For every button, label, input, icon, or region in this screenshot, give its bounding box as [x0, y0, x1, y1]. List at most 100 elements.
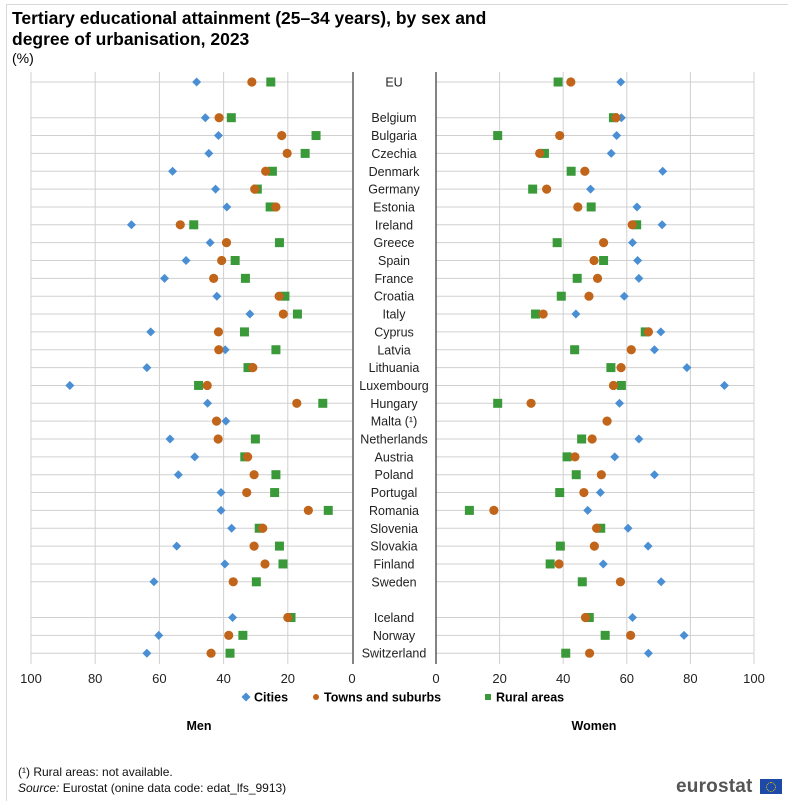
point-rural-men	[270, 488, 280, 498]
point-towns-men	[209, 273, 219, 283]
point-towns-women	[535, 148, 545, 158]
point-cities-men	[220, 559, 230, 569]
point-rural-women	[555, 488, 565, 498]
category-label: Sweden	[371, 575, 416, 589]
category-label: France	[375, 272, 414, 286]
tick-label-women: 0	[432, 671, 439, 686]
point-towns-women	[616, 363, 626, 373]
tick-label-women: 80	[683, 671, 697, 686]
point-rural-women	[570, 345, 580, 355]
chart-title: Tertiary educational attainment (25–34 y…	[12, 8, 487, 49]
point-cities-women	[628, 238, 638, 248]
category-label: Poland	[375, 468, 414, 482]
point-towns-women	[489, 505, 499, 515]
category-label: Iceland	[374, 611, 414, 625]
point-rural-men	[265, 202, 275, 212]
point-rural-men	[323, 505, 333, 515]
point-towns-men	[213, 327, 224, 337]
chart-frame	[6, 4, 788, 801]
point-cities-women	[649, 345, 659, 355]
point-cities-men	[173, 470, 183, 480]
point-towns-men	[277, 130, 287, 141]
point-cities-men	[222, 202, 232, 212]
point-cities-women	[656, 577, 666, 587]
point-cities-men	[168, 166, 178, 176]
point-cities-women	[595, 488, 605, 498]
point-cities-women	[656, 327, 666, 337]
point-cities-men	[203, 398, 213, 408]
point-towns-men	[175, 220, 185, 230]
point-cities-women	[719, 380, 729, 390]
point-cities-women	[649, 470, 659, 480]
legend-label-cities: Cities	[254, 691, 288, 705]
point-rural-women	[571, 470, 581, 480]
point-rural-men	[194, 380, 204, 390]
category-label: Denmark	[369, 165, 420, 179]
point-cities-women	[616, 77, 626, 87]
point-towns-women	[579, 487, 589, 498]
point-cities-women	[606, 148, 616, 158]
point-rural-men	[251, 577, 261, 587]
point-rural-women	[600, 630, 610, 640]
point-towns-men	[282, 148, 292, 158]
point-towns-men	[224, 630, 234, 640]
point-cities-men	[190, 452, 200, 462]
point-towns-women	[626, 630, 636, 640]
point-cities-men	[227, 523, 237, 533]
category-label: Lithuania	[369, 361, 420, 375]
point-rural-men	[243, 363, 253, 373]
point-towns-women	[608, 380, 619, 391]
tick-label-women: 20	[492, 671, 506, 686]
category-label: Hungary	[370, 397, 418, 411]
point-rural-men	[226, 113, 236, 123]
point-cities-women	[598, 559, 608, 569]
point-towns-women	[589, 255, 599, 266]
source-label: Source:	[18, 781, 60, 795]
point-rural-men	[189, 220, 199, 230]
tick-label-men: 80	[88, 671, 102, 686]
category-label: Romania	[369, 504, 419, 518]
point-cities-men	[204, 148, 214, 158]
category-label: Czechia	[371, 147, 416, 161]
category-label: Spain	[378, 254, 410, 268]
category-label: Slovenia	[370, 522, 418, 536]
point-towns-women	[587, 434, 597, 444]
legend-towns-icon	[313, 694, 319, 700]
point-rural-men	[318, 398, 328, 408]
point-rural-women	[572, 273, 582, 283]
point-cities-men	[205, 238, 215, 248]
category-label: Luxembourg	[359, 379, 429, 393]
point-towns-women	[626, 345, 636, 355]
point-cities-women	[619, 291, 629, 301]
point-rural-women	[616, 380, 626, 390]
point-rural-women	[561, 648, 571, 658]
point-towns-men	[242, 487, 252, 498]
point-towns-women	[580, 166, 590, 176]
point-rural-men	[274, 541, 284, 551]
point-towns-women	[596, 470, 606, 480]
point-towns-men	[214, 345, 224, 355]
point-rural-women	[562, 452, 572, 462]
point-cities-men	[172, 541, 182, 551]
point-cities-women	[632, 202, 642, 212]
point-towns-men	[249, 470, 259, 480]
point-rural-men	[238, 630, 248, 640]
tick-label-women: 100	[743, 671, 765, 686]
point-cities-men	[165, 434, 175, 444]
category-label: Bulgaria	[371, 129, 417, 143]
point-rural-men	[311, 131, 321, 141]
point-cities-women	[634, 273, 644, 283]
point-towns-men	[292, 398, 302, 408]
category-label: Ireland	[375, 218, 413, 232]
point-cities-men	[142, 363, 152, 373]
tick-label-men: 100	[20, 671, 42, 686]
tick-label-men: 60	[152, 671, 166, 686]
point-cities-women	[610, 452, 620, 462]
point-towns-men	[221, 238, 232, 248]
point-towns-men	[248, 363, 258, 373]
point-rural-women	[577, 434, 587, 444]
tick-label-men: 40	[216, 671, 230, 686]
point-towns-women	[589, 541, 599, 551]
point-towns-women	[570, 452, 580, 462]
tick-label-women: 60	[620, 671, 634, 686]
